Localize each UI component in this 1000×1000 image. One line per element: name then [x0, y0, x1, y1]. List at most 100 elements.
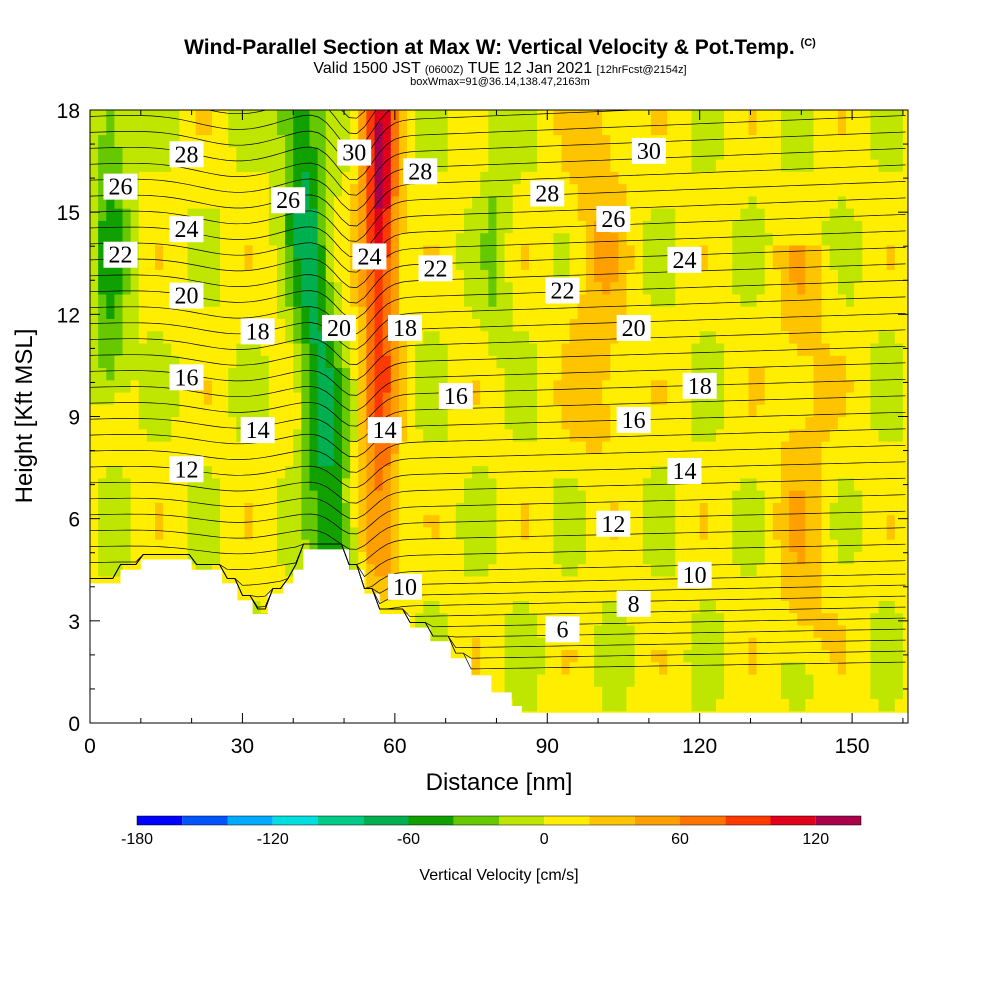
- velocity-cell: [480, 649, 489, 663]
- velocity-cell: [423, 551, 433, 565]
- velocity-cell: [862, 428, 872, 442]
- velocity-cell: [317, 502, 327, 516]
- velocity-cell: [740, 379, 750, 393]
- velocity-cell: [610, 367, 619, 381]
- velocity-cell: [602, 698, 611, 712]
- velocity-cell: [309, 110, 319, 123]
- velocity-cell: [740, 698, 750, 712]
- velocity-cell: [854, 441, 863, 454]
- velocity-cell: [496, 122, 506, 136]
- velocity-cell: [325, 171, 335, 185]
- velocity-cell: [90, 330, 99, 344]
- velocity-cell: [846, 673, 855, 687]
- velocity-cell: [683, 110, 693, 111]
- velocity-cell: [569, 477, 579, 491]
- velocity-cell: [715, 171, 725, 185]
- velocity-cell: [488, 355, 498, 369]
- velocity-cell: [130, 195, 140, 209]
- velocity-cell: [748, 171, 758, 185]
- velocity-cell: [862, 257, 872, 270]
- velocity-cell: [667, 563, 676, 577]
- velocity-cell: [374, 551, 384, 565]
- velocity-cell: [594, 600, 603, 614]
- velocity-cell: [667, 649, 676, 663]
- velocity-cell: [756, 441, 766, 454]
- velocity-cell: [577, 649, 587, 663]
- velocity-cell: [236, 526, 246, 540]
- velocity-cell: [667, 171, 676, 185]
- velocity-cell: [106, 355, 115, 369]
- velocity-cell: [642, 490, 652, 503]
- velocity-cell: [268, 551, 278, 565]
- velocity-cell: [659, 514, 668, 528]
- velocity-cell: [724, 465, 733, 479]
- velocity-cell: [512, 110, 522, 111]
- velocity-cell: [594, 318, 603, 332]
- velocity-cell: [90, 514, 99, 528]
- velocity-cell: [520, 257, 530, 270]
- velocity-cell: [285, 110, 294, 123]
- velocity-cell: [642, 293, 652, 307]
- velocity-cell: [650, 159, 660, 172]
- velocity-cell: [203, 269, 213, 283]
- velocity-cell: [285, 232, 294, 246]
- velocity-cell: [122, 195, 132, 209]
- velocity-cell: [528, 563, 538, 577]
- velocity-cell: [252, 441, 262, 454]
- velocity-cell: [504, 232, 514, 246]
- velocity-cell: [569, 465, 579, 479]
- velocity-cell: [528, 293, 538, 307]
- velocity-cell: [220, 195, 229, 209]
- velocity-cell: [179, 110, 189, 123]
- velocity-cell: [211, 367, 221, 381]
- velocity-cell: [829, 575, 839, 589]
- velocity-cell: [610, 673, 619, 687]
- velocity-cell: [415, 391, 424, 405]
- velocity-cell: [797, 110, 806, 111]
- velocity-cell: [691, 293, 701, 307]
- velocity-cell: [146, 379, 156, 393]
- velocity-cell: [244, 477, 254, 491]
- velocity-cell: [195, 428, 205, 442]
- velocity-cell: [325, 355, 335, 369]
- velocity-cell: [382, 318, 392, 332]
- velocity-cell: [187, 404, 197, 418]
- velocity-cell: [748, 575, 758, 589]
- velocity-cell: [528, 110, 538, 123]
- velocity-cell: [268, 441, 278, 454]
- velocity-cell: [171, 342, 181, 356]
- velocity-cell: [610, 575, 619, 589]
- velocity-cell: [407, 306, 416, 320]
- velocity-cell: [358, 232, 367, 246]
- velocity-cell: [650, 563, 660, 577]
- velocity-cell: [163, 269, 172, 283]
- velocity-cell: [553, 575, 563, 589]
- velocity-cell: [431, 428, 441, 442]
- velocity-cell: [472, 575, 481, 589]
- velocity-cell: [626, 367, 636, 381]
- velocity-cell: [724, 588, 733, 601]
- velocity-cell: [260, 441, 270, 454]
- velocity-cell: [553, 686, 563, 700]
- velocity-cell: [480, 600, 489, 614]
- velocity-cell: [569, 404, 579, 418]
- velocity-cell: [252, 269, 262, 283]
- velocity-cell: [789, 575, 798, 589]
- velocity-cell: [634, 391, 644, 405]
- velocity-cell: [130, 342, 140, 356]
- velocity-cell: [220, 146, 229, 160]
- velocity-cell: [805, 318, 815, 332]
- velocity-cell: [374, 318, 384, 332]
- velocity-cell: [512, 588, 522, 601]
- velocity-cell: [715, 293, 725, 307]
- velocity-cell: [618, 183, 628, 197]
- valid-utc: (0600Z): [424, 64, 464, 76]
- velocity-cell: [455, 441, 465, 454]
- velocity-cell: [423, 391, 433, 405]
- velocity-cell: [138, 134, 148, 148]
- velocity-cell: [472, 514, 481, 528]
- velocity-cell: [780, 257, 790, 270]
- velocity-cell: [431, 195, 441, 209]
- velocity-cell: [203, 367, 213, 381]
- velocity-cell: [236, 539, 246, 552]
